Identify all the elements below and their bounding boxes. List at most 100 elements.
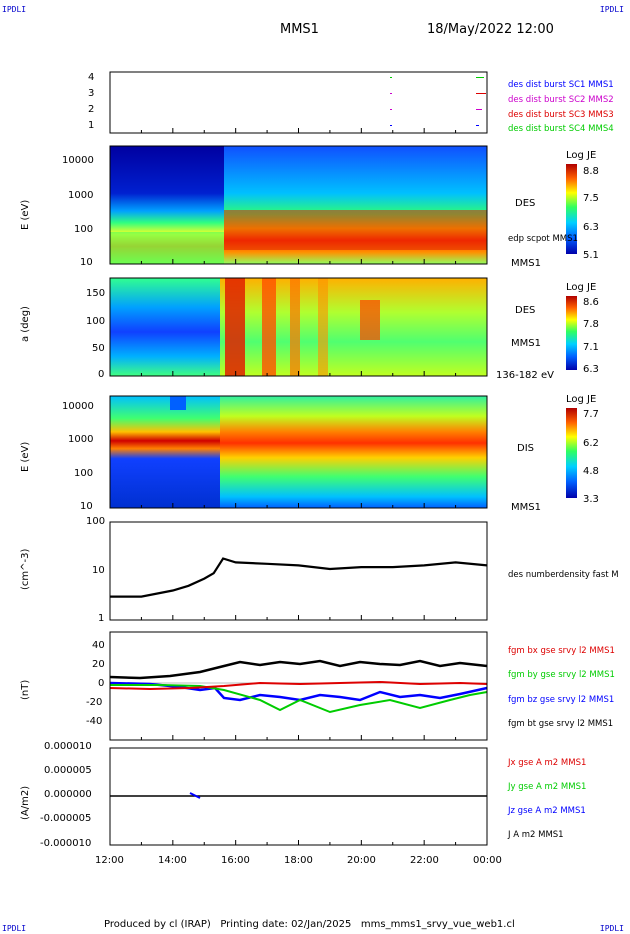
- p5-ytick: 1: [98, 613, 105, 624]
- legend-bz: fgm bz gse srvy l2 MMS1: [508, 695, 615, 705]
- colorbar-des-pitch: [566, 296, 577, 370]
- p5-ylabel: (cm^-3): [20, 548, 31, 590]
- p1-ytick: 2: [88, 104, 95, 115]
- colorbar-des-energy: [566, 164, 577, 254]
- x-tick-label: 12:00: [95, 855, 124, 866]
- p3-ylabel: a (deg): [20, 306, 31, 342]
- legend-burst-sc2: des dist burst SC2 MMS2: [508, 95, 614, 105]
- p6-ytick: -20: [86, 697, 103, 708]
- p3-ytick: 150: [86, 288, 106, 299]
- p7-ylabel: (A/m2): [20, 785, 31, 820]
- p4-cbar-tick: 3.3: [583, 494, 599, 505]
- p2-cbar-tick: 7.5: [583, 193, 599, 204]
- x-tick-label: 22:00: [410, 855, 439, 866]
- p3-ytick: 0: [98, 369, 105, 380]
- p4-ytick: 1000: [68, 434, 94, 445]
- corner-label-top-left: IPDLI: [2, 5, 27, 14]
- x-tick-label: 14:00: [158, 855, 187, 866]
- burst-panel: [109, 71, 488, 134]
- legend-jz: Jz gse A m2 MMS1: [508, 806, 586, 816]
- p2-cbar-tick: 5.1: [583, 250, 599, 261]
- p2-label-mms1: MMS1: [511, 258, 541, 269]
- p7-ytick: 0.000010: [44, 741, 92, 752]
- p3-cbar-tick: 8.6: [583, 297, 599, 308]
- p3-cbar-tick: 7.8: [583, 319, 599, 330]
- legend-burst-sc4: des dist burst SC4 MMS4: [508, 124, 614, 134]
- p4-label-mms1: MMS1: [511, 502, 541, 513]
- burst-mark-sc2: [476, 93, 486, 94]
- p4-ytick: 10: [80, 501, 93, 512]
- p2-ylabel: E (eV): [20, 199, 31, 230]
- density-series: [110, 557, 488, 598]
- bfield-panel: [109, 631, 488, 741]
- p4-ytick: 100: [74, 468, 94, 479]
- p5-ytick: 100: [86, 516, 106, 527]
- p4-colorbar-title: Log JE: [566, 394, 597, 405]
- burst-mark-sc4: [476, 77, 484, 78]
- legend-burst-sc1: des dist burst SC1 MMS1: [508, 80, 614, 90]
- corner-label-top-right: IPDLI: [599, 5, 624, 14]
- p5-ytick: 10: [92, 565, 105, 576]
- legend-burst-sc3: des dist burst SC3 MMS3: [508, 110, 614, 120]
- colorbar-dis-energy: [566, 408, 577, 498]
- p3-cbar-tick: 6.3: [583, 364, 599, 375]
- x-tick-label: 18:00: [284, 855, 313, 866]
- legend-by: fgm by gse srvy l2 MMS1: [508, 670, 615, 680]
- p2-label-des: DES: [515, 198, 536, 209]
- p2-colorbar-title: Log JE: [566, 150, 597, 161]
- datetime-title: 18/May/2022 12:00: [427, 22, 554, 37]
- p3-label-energy: 136-182 eV: [496, 370, 554, 381]
- p4-label-dis: DIS: [517, 443, 534, 454]
- des-pitch-spectrogram: [109, 277, 488, 377]
- p4-ylabel: E (eV): [20, 441, 31, 472]
- p7-ytick: 0.000000: [44, 789, 92, 800]
- p1-ytick: 1: [88, 120, 95, 131]
- p2-ytick: 10000: [62, 155, 94, 166]
- corner-label-bottom-right: IPDLI: [599, 924, 624, 933]
- burst-mark-sc3: [390, 109, 392, 110]
- p3-label-des: DES: [515, 305, 536, 316]
- burst-mark-sc1: [390, 125, 392, 126]
- p2-cbar-tick: 8.8: [583, 166, 599, 177]
- p2-ytick: 10: [80, 257, 93, 268]
- burst-mark-sc2: [390, 93, 392, 94]
- p2-cbar-tick: 6.3: [583, 222, 599, 233]
- legend-bx: fgm bx gse srvy l2 MMS1: [508, 646, 615, 656]
- p1-ytick: 3: [88, 88, 95, 99]
- des-energy-spectrogram: [109, 145, 488, 265]
- x-tick-label: 00:00: [473, 855, 502, 866]
- legend-jx: Jx gse A m2 MMS1: [508, 758, 587, 768]
- p3-cbar-tick: 7.1: [583, 342, 599, 353]
- dis-energy-spectrogram: [109, 395, 488, 509]
- p6-ytick: 20: [92, 659, 105, 670]
- legend-j: J A m2 MMS1: [508, 830, 564, 840]
- p7-ytick: 0.000005: [44, 765, 92, 776]
- burst-mark-sc1: [476, 125, 479, 126]
- x-tick-label: 16:00: [221, 855, 250, 866]
- p2-ytick: 100: [74, 224, 94, 235]
- corner-label-bottom-left: IPDLI: [2, 924, 27, 933]
- p2-ytick: 1000: [68, 190, 94, 201]
- density-panel: [109, 521, 488, 621]
- x-tick-label: 20:00: [347, 855, 376, 866]
- p4-cbar-tick: 6.2: [583, 438, 599, 449]
- p7-ytick: -0.000005: [40, 813, 92, 824]
- p3-ytick: 50: [92, 343, 105, 354]
- p6-ylabel: (nT): [20, 679, 31, 700]
- spacecraft-title: MMS1: [280, 22, 319, 37]
- p4-cbar-tick: 4.8: [583, 466, 599, 477]
- bt-series: [109, 659, 488, 680]
- p4-ytick: 10000: [62, 401, 94, 412]
- p4-cbar-tick: 7.7: [583, 409, 599, 420]
- legend-density: des numberdensity fast M: [508, 570, 619, 580]
- p7-ytick: -0.000010: [40, 838, 92, 849]
- p2-label-scpot: edp scpot MMS1: [508, 234, 578, 244]
- burst-mark-sc3: [476, 109, 482, 110]
- p1-ytick: 4: [88, 72, 95, 83]
- footer-credit: Produced by cl (IRAP) Printing date: 02/…: [104, 919, 515, 930]
- p6-ytick: 0: [98, 678, 105, 689]
- p6-ytick: 40: [92, 640, 105, 651]
- p6-ytick: -40: [86, 716, 103, 727]
- p3-label-mms1: MMS1: [511, 338, 541, 349]
